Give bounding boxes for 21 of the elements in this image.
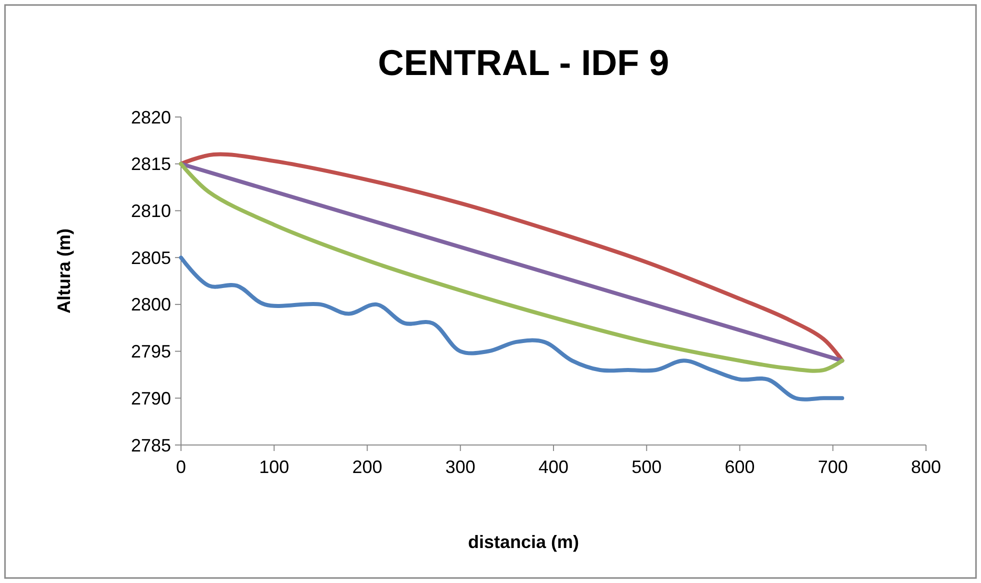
line-series <box>179 256 844 402</box>
x-tick-label: 0 <box>176 457 186 477</box>
y-tick-label: 2815 <box>130 154 171 174</box>
y-tick-label: 2800 <box>130 294 171 315</box>
x-tick-label: 600 <box>724 457 755 477</box>
x-tick-label: 400 <box>538 457 569 477</box>
x-tick-label: 700 <box>818 457 848 477</box>
y-tick-label: 2805 <box>130 248 171 268</box>
x-axis-title: distancia (m) <box>468 532 580 552</box>
x-tick-label: 800 <box>910 457 942 477</box>
x-tick-label: 100 <box>259 457 290 477</box>
y-tick-label: 2795 <box>130 342 171 362</box>
y-tick-label: 2810 <box>130 201 171 222</box>
x-tick-label: 300 <box>445 457 476 477</box>
y-tick-label: 2820 <box>130 107 171 128</box>
y-axis-title: Altura (m) <box>54 228 74 314</box>
y-tick-label: 2790 <box>130 388 171 408</box>
x-tick-label: 200 <box>352 457 382 477</box>
chart-title: CENTRAL - IDF 9 <box>378 42 670 83</box>
y-tick-label: 2785 <box>130 435 171 456</box>
x-tick-label: 500 <box>632 457 662 477</box>
